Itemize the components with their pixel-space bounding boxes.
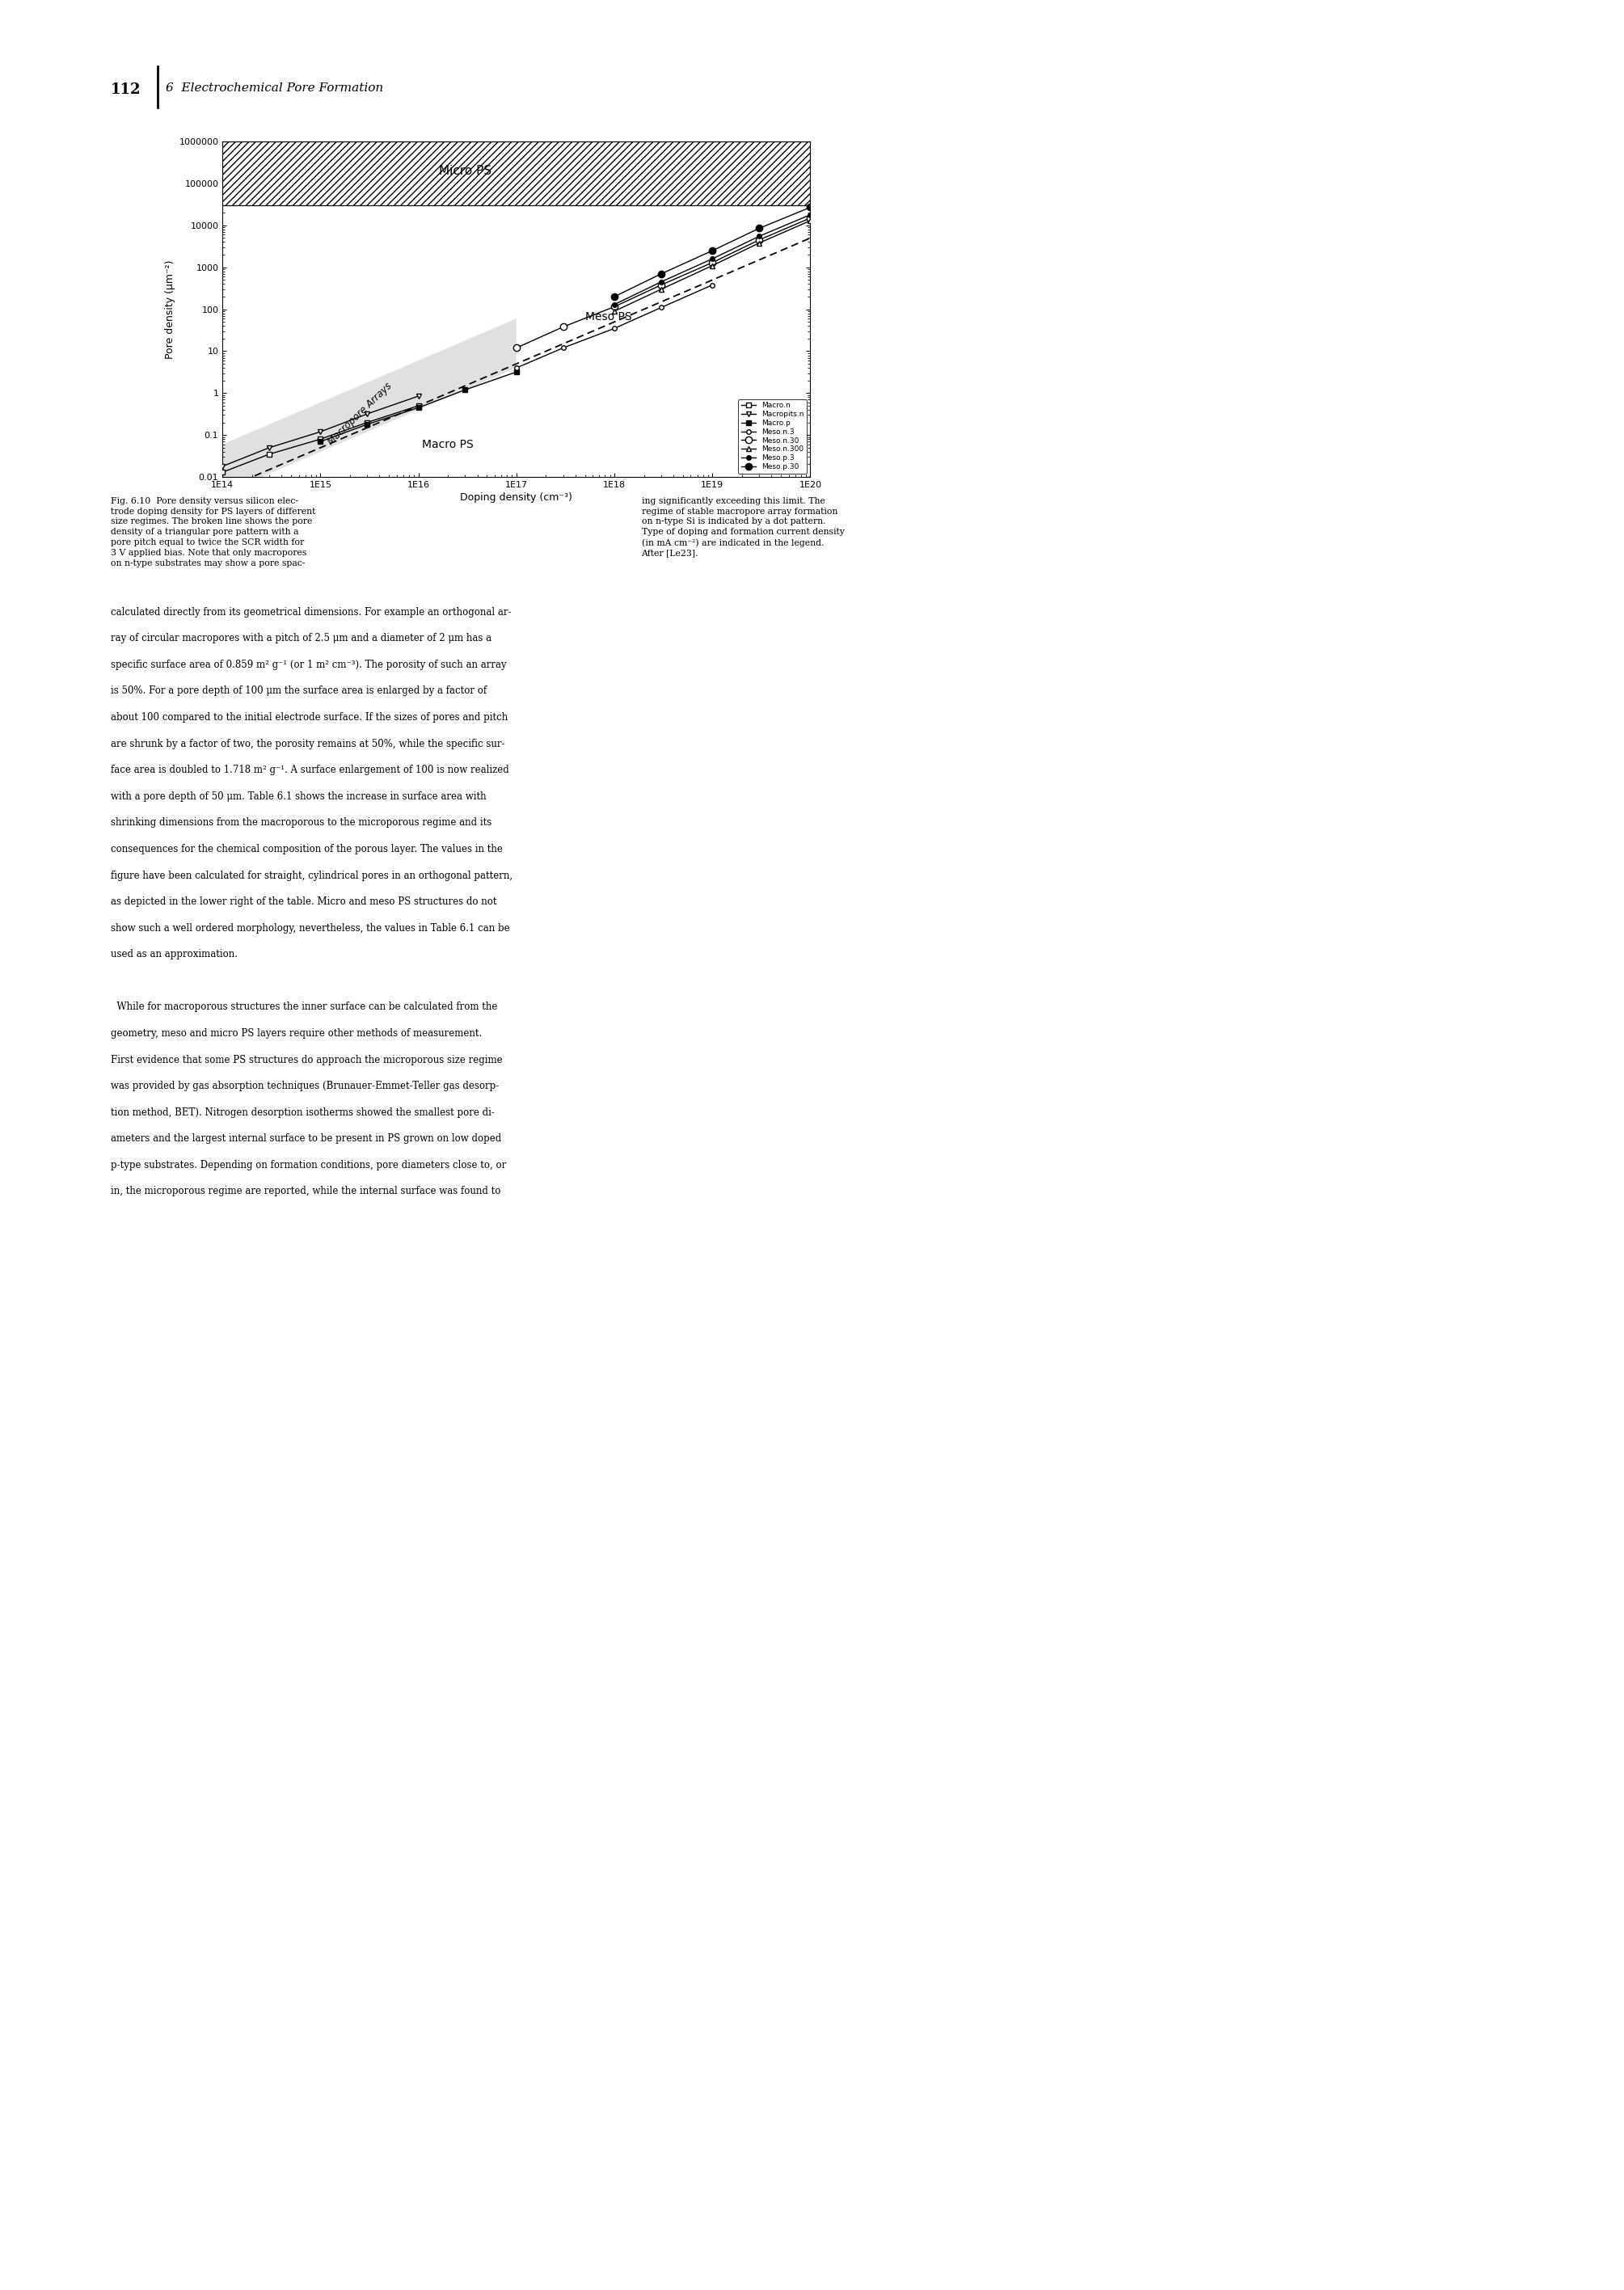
Text: Macro PS: Macro PS [422, 440, 474, 451]
Text: Macropore Arrays: Macropore Arrays [325, 380, 393, 447]
Text: are shrunk by a factor of two, the porosity remains at 50%, while the specific s: are shrunk by a factor of two, the poros… [110, 737, 505, 749]
Meso.n.30 [604, 293, 624, 321]
Text: tion method, BET). Nitrogen desorption isotherms showed the smallest pore di-: tion method, BET). Nitrogen desorption i… [110, 1108, 494, 1118]
Text: Meso PS: Meso PS [585, 311, 632, 323]
Meso.n.30 [507, 334, 526, 362]
Meso.n.3 [554, 334, 573, 362]
Text: shrinking dimensions from the macroporous to the microporous regime and its: shrinking dimensions from the macroporou… [110, 818, 492, 829]
Meso.n.30 [703, 250, 723, 277]
Text: ameters and the largest internal surface to be present in PS grown on low doped: ameters and the largest internal surface… [110, 1134, 502, 1145]
Text: While for macroporous structures the inner surface can be calculated from the: While for macroporous structures the inn… [110, 1003, 497, 1012]
Text: about 100 compared to the initial electrode surface. If the sizes of pores and p: about 100 compared to the initial electr… [110, 712, 508, 724]
Macro.p [409, 394, 429, 421]
Line: Meso.p.30: Meso.p.30 [611, 204, 814, 300]
Macropits.n [409, 382, 429, 410]
Line: Macro.p: Macro.p [318, 369, 520, 444]
Text: as depicted in the lower right of the table. Micro and meso PS structures do not: as depicted in the lower right of the ta… [110, 895, 497, 907]
Meso.n.30 [554, 314, 573, 341]
Line: Macro.n: Macro.n [219, 403, 421, 474]
Text: Micro PS: Micro PS [438, 165, 492, 176]
Meso.n.300 [749, 229, 768, 256]
Text: geometry, meso and micro PS layers require other methods of measurement.: geometry, meso and micro PS layers requi… [110, 1028, 482, 1040]
Macro.n [357, 408, 377, 435]
Text: calculated directly from its geometrical dimensions. For example an orthogonal a: calculated directly from its geometrical… [110, 607, 512, 618]
X-axis label: Doping density (cm⁻³): Doping density (cm⁻³) [460, 492, 573, 504]
Line: Macropits.n: Macropits.n [219, 394, 421, 469]
Macropits.n [357, 401, 377, 428]
Line: Meso.n.300: Meso.n.300 [612, 218, 814, 314]
Legend: Macro.n, Macropits.n, Macro.p, Meso.n.3, Meso.n.30, Meso.n.300, Meso.p.3, Meso.p: Macro.n, Macropits.n, Macro.p, Meso.n.3,… [737, 398, 807, 474]
Text: consequences for the chemical composition of the porous layer. The values in the: consequences for the chemical compositio… [110, 845, 502, 854]
Meso.p.3 [604, 291, 624, 318]
Meso.p.3 [749, 222, 768, 250]
Text: is 50%. For a pore depth of 100 μm the surface area is enlarged by a factor of: is 50%. For a pore depth of 100 μm the s… [110, 687, 487, 696]
Meso.n.300 [651, 275, 671, 302]
Meso.n.30 [801, 204, 820, 231]
Meso.n.30 [651, 270, 671, 298]
Macropits.n [213, 453, 232, 481]
Text: in, the microporous regime are reported, while the internal surface was found to: in, the microporous regime are reported,… [110, 1186, 500, 1198]
Text: specific surface area of 0.859 m² g⁻¹ (or 1 m² cm⁻³). The porosity of such an ar: specific surface area of 0.859 m² g⁻¹ (o… [110, 660, 507, 671]
Meso.p.30 [749, 215, 768, 243]
Macro.n [409, 392, 429, 419]
Macropits.n [260, 435, 279, 463]
Macro.n [260, 440, 279, 467]
Meso.p.3 [801, 202, 820, 229]
Line: Meso.n.3: Meso.n.3 [515, 282, 715, 371]
Text: figure have been calculated for straight, cylindrical pores in an orthogonal pat: figure have been calculated for straight… [110, 870, 512, 882]
Meso.p.30 [604, 284, 624, 311]
Text: p-type substrates. Depending on formation conditions, pore diameters close to, o: p-type substrates. Depending on formatio… [110, 1159, 507, 1170]
Meso.n.3 [604, 314, 624, 341]
Text: First evidence that some PS structures do approach the microporous size regime: First evidence that some PS structures d… [110, 1053, 502, 1065]
Macro.n [310, 426, 330, 453]
Text: used as an approximation.: used as an approximation. [110, 948, 237, 960]
Macro.p [455, 376, 474, 403]
Meso.n.300 [604, 298, 624, 325]
Macropits.n [310, 419, 330, 447]
Line: Meso.n.30: Meso.n.30 [513, 215, 814, 350]
Line: Meso.p.3: Meso.p.3 [612, 213, 812, 307]
Meso.n.30 [749, 227, 768, 254]
Meso.p.3 [703, 245, 723, 273]
Meso.p.3 [651, 268, 671, 295]
Meso.p.30 [651, 261, 671, 289]
Meso.n.300 [801, 206, 820, 234]
Macro.p [357, 410, 377, 437]
Y-axis label: Pore density (µm⁻²): Pore density (µm⁻²) [166, 259, 175, 360]
Meso.n.3 [507, 355, 526, 382]
Text: with a pore depth of 50 μm. Table 6.1 shows the increase in surface area with: with a pore depth of 50 μm. Table 6.1 sh… [110, 792, 486, 801]
Text: 112: 112 [110, 82, 141, 96]
Macro.n [213, 458, 232, 485]
Text: was provided by gas absorption techniques (Brunauer-Emmet-Teller gas desorp-: was provided by gas absorption technique… [110, 1081, 499, 1092]
Text: 6  Electrochemical Pore Formation: 6 Electrochemical Pore Formation [166, 82, 383, 94]
Macro.p [310, 428, 330, 456]
Text: ray of circular macropores with a pitch of 2.5 μm and a diameter of 2 μm has a: ray of circular macropores with a pitch … [110, 632, 492, 643]
Meso.n.3 [651, 293, 671, 321]
Meso.n.3 [703, 270, 723, 298]
Meso.n.300 [703, 252, 723, 279]
Polygon shape [222, 318, 516, 495]
Text: ing significantly exceeding this limit. The
regime of stable macropore array for: ing significantly exceeding this limit. … [641, 497, 844, 556]
Text: Fig. 6.10  Pore density versus silicon elec-
trode doping density for PS layers : Fig. 6.10 Pore density versus silicon el… [110, 497, 315, 568]
Text: show such a well ordered morphology, nevertheless, the values in Table 6.1 can b: show such a well ordered morphology, nev… [110, 923, 510, 934]
Meso.p.30 [703, 236, 723, 263]
Text: face area is doubled to 1.718 m² g⁻¹. A surface enlargement of 100 is now realiz: face area is doubled to 1.718 m² g⁻¹. A … [110, 765, 508, 776]
Meso.p.30 [801, 195, 820, 222]
Macro.p [507, 357, 526, 385]
